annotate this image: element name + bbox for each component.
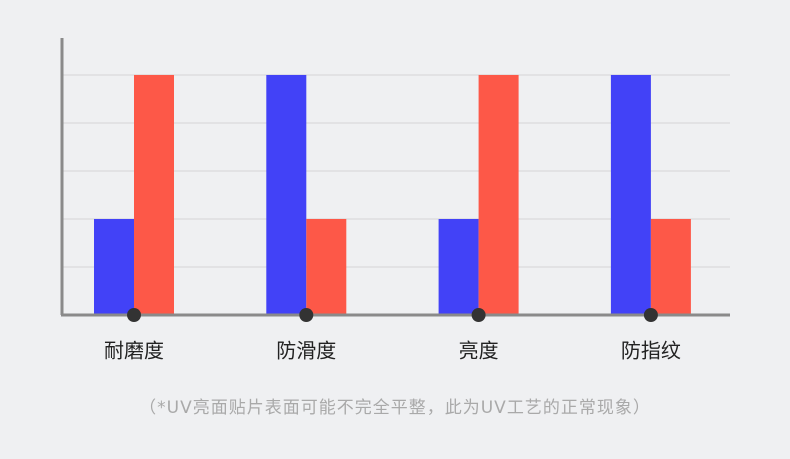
category-dot bbox=[127, 308, 141, 322]
bar bbox=[306, 218, 347, 315]
footnote: （*UV亮面贴片表面可能不完全平整，此为UV工艺的正常现象） bbox=[139, 398, 651, 418]
x-tick-label: 防滑度 bbox=[276, 339, 336, 363]
bar bbox=[478, 74, 519, 316]
bar bbox=[266, 74, 307, 316]
category-dot bbox=[471, 308, 486, 322]
x-tick-label: 耐磨度 bbox=[104, 339, 164, 363]
bar bbox=[438, 218, 479, 315]
bar bbox=[94, 218, 134, 315]
bar bbox=[134, 74, 174, 316]
x-tick-label: 亮度 bbox=[459, 339, 499, 363]
category-dot bbox=[299, 308, 314, 322]
bar bbox=[650, 218, 691, 315]
bar bbox=[610, 74, 651, 316]
category-dot bbox=[643, 308, 658, 322]
x-tick-label: 防指纹 bbox=[621, 339, 681, 363]
